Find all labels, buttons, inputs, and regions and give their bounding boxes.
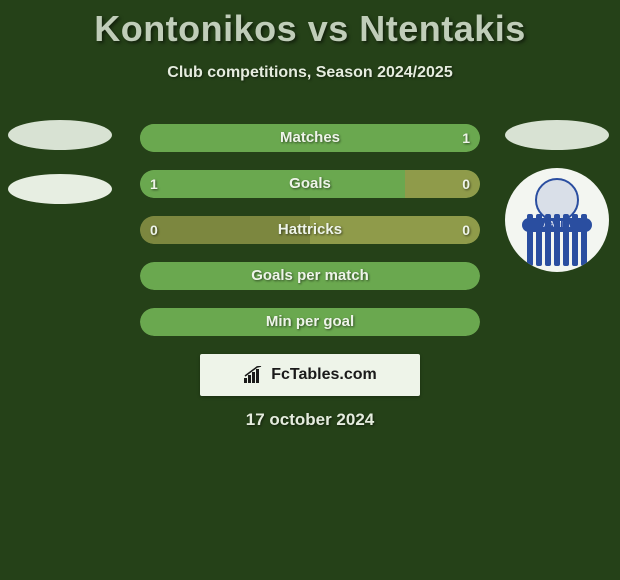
stat-row: Min per goal: [140, 308, 480, 336]
chart-icon: [243, 366, 265, 384]
footer-label: FcTables.com: [271, 366, 377, 384]
date-label: 17 october 2024: [0, 410, 620, 430]
footer-attribution: FcTables.com: [200, 354, 420, 396]
stat-row: 10Goals: [140, 170, 480, 198]
subtitle: Club competitions, Season 2024/2025: [0, 64, 620, 82]
row-label: Matches: [140, 124, 480, 152]
placeholder-oval: [505, 120, 609, 150]
row-label: Min per goal: [140, 308, 480, 336]
placeholder-oval: [8, 174, 112, 204]
stat-row: 1Matches: [140, 124, 480, 152]
stat-row: Goals per match: [140, 262, 480, 290]
right-player-placeholder: ΛΑΜΙΑ: [502, 120, 612, 272]
badge-stripes-icon: [515, 214, 598, 266]
placeholder-oval: [8, 120, 112, 150]
club-badge: ΛΑΜΙΑ: [505, 168, 609, 272]
row-label: Goals: [140, 170, 480, 198]
page-title: Kontonikos vs Ntentakis: [0, 0, 620, 50]
row-label: Hattricks: [140, 216, 480, 244]
comparison-rows: 1Matches 10Goals 00Hattricks Goals per matc…: [140, 124, 480, 354]
row-label: Goals per match: [140, 262, 480, 290]
stat-row: 00Hattricks: [140, 216, 480, 244]
left-player-placeholder: [8, 120, 112, 228]
